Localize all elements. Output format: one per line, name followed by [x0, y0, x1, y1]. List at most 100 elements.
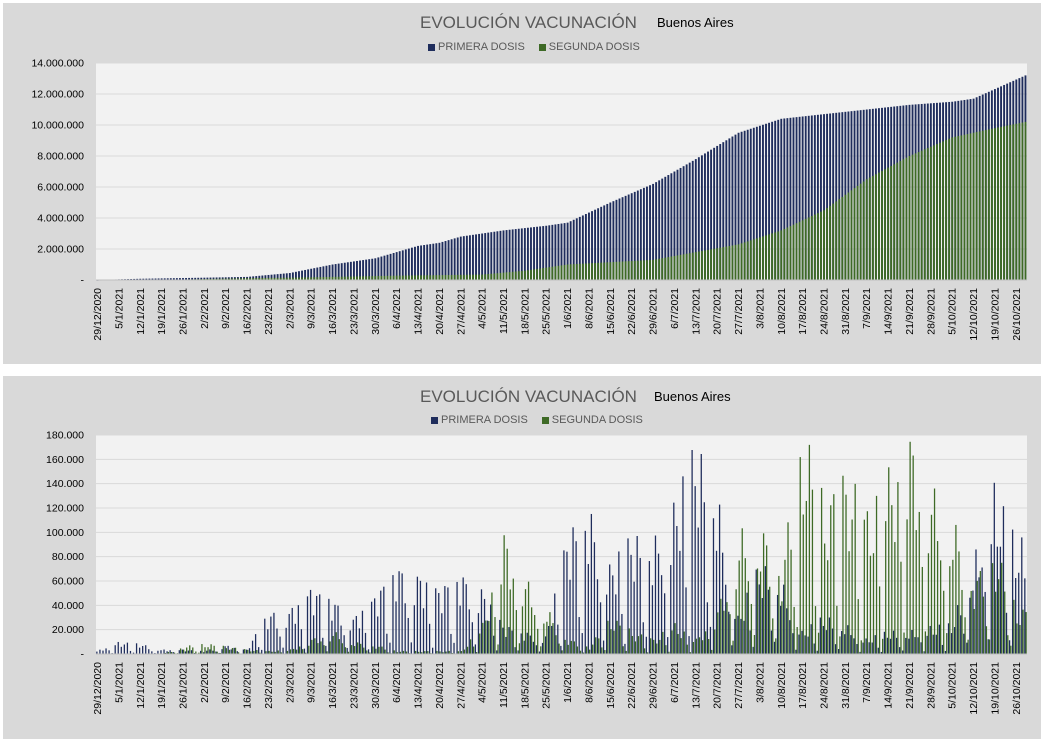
bar-segunda-dosis: [997, 127, 999, 280]
bar-segunda-dosis: [622, 646, 624, 654]
x-tick-label: 16/2/2021: [242, 662, 254, 709]
bar-segunda-dosis: [750, 603, 753, 654]
bar-primera-dosis: [383, 586, 385, 654]
bar-segunda-dosis: [423, 275, 426, 280]
bar-primera-dosis: [218, 277, 221, 280]
bar-segunda-dosis: [201, 644, 203, 654]
bar-segunda-dosis: [311, 639, 313, 654]
bar-primera-dosis: [392, 575, 394, 654]
bar-segunda-dosis: [436, 650, 438, 654]
bar-segunda-dosis: [496, 273, 499, 280]
bar-segunda-dosis: [598, 638, 600, 654]
x-tick-label: 9/2/2021: [220, 662, 232, 703]
bar-segunda-dosis: [976, 580, 978, 654]
x-tick-label: 21/9/2021: [904, 662, 916, 709]
bar-primera-dosis: [987, 639, 989, 654]
bar-segunda-dosis: [813, 214, 816, 280]
bar-primera-dosis: [691, 450, 693, 654]
bar-primera-dosis: [602, 640, 605, 654]
bar-primera-dosis: [584, 530, 586, 654]
bar-primera-dosis: [826, 113, 829, 280]
x-tick-label: 9/2/2021: [220, 288, 232, 329]
bar-segunda-dosis: [347, 651, 350, 654]
bar-segunda-dosis: [341, 643, 343, 654]
bar-primera-dosis: [536, 226, 539, 280]
x-tick-label: 20/7/2021: [712, 662, 724, 709]
cumulative-chart: - 2.000.000 4.000.000 6.000.000 8.000.000 10.…: [31, 58, 1027, 341]
bar-segunda-dosis: [369, 652, 371, 654]
bar-segunda-dosis: [820, 211, 822, 280]
bar-primera-dosis: [624, 195, 627, 280]
bar-segunda-dosis: [692, 641, 695, 654]
bar-segunda-dosis: [329, 641, 331, 654]
bar-primera-dosis: [673, 502, 675, 654]
bar-primera-dosis: [502, 627, 504, 654]
bar-primera-dosis: [200, 650, 202, 654]
bar-primera-dosis: [530, 227, 532, 280]
bar-primera-dosis: [749, 128, 752, 280]
bar-segunda-dosis: [210, 644, 212, 654]
bar-primera-dosis: [865, 638, 867, 654]
bar-segunda-dosis: [1013, 599, 1015, 654]
bar-segunda-dosis: [491, 592, 493, 654]
bar-primera-dosis: [325, 645, 327, 654]
bar-segunda-dosis: [700, 250, 703, 280]
bar-primera-dosis: [685, 164, 688, 280]
bar-segunda-dosis: [499, 272, 502, 280]
bar-segunda-dosis: [322, 277, 325, 280]
bar-primera-dosis: [191, 277, 194, 280]
bar-primera-dosis: [734, 618, 736, 654]
bar-primera-dosis: [352, 619, 354, 654]
bar-segunda-dosis: [960, 135, 963, 280]
bar-primera-dosis: [215, 277, 218, 280]
bar-primera-dosis: [298, 271, 300, 280]
bar-segunda-dosis: [399, 651, 401, 654]
bar-segunda-dosis: [349, 276, 352, 280]
bar-segunda-dosis: [811, 489, 814, 654]
bar-segunda-dosis: [610, 629, 612, 654]
bar-segunda-dosis: [212, 278, 215, 280]
bar-primera-dosis: [664, 176, 667, 280]
bar-primera-dosis: [715, 550, 718, 654]
bar-segunda-dosis: [356, 276, 358, 280]
bar-primera-dosis: [517, 228, 520, 280]
bar-segunda-dosis: [1003, 126, 1006, 281]
bar-primera-dosis: [1024, 578, 1026, 654]
bar-primera-dosis: [917, 637, 919, 654]
bar-primera-dosis: [566, 551, 568, 654]
bar-segunda-dosis: [716, 248, 719, 280]
bar-primera-dosis: [578, 617, 580, 654]
bar-primera-dosis: [853, 638, 855, 654]
bar-primera-dosis: [230, 649, 232, 654]
bar-segunda-dosis: [225, 648, 228, 654]
bar-segunda-dosis: [448, 650, 450, 654]
bar-segunda-dosis: [740, 243, 743, 280]
bar-primera-dosis: [548, 225, 551, 280]
bar-primera-dosis: [248, 648, 251, 654]
bar-segunda-dosis: [786, 227, 789, 280]
bar-segunda-dosis: [198, 652, 200, 654]
bar-segunda-dosis: [881, 170, 883, 280]
bar-segunda-dosis: [218, 278, 221, 280]
bar-segunda-dosis: [929, 146, 932, 280]
bar-primera-dosis: [740, 618, 742, 654]
bar-primera-dosis: [419, 580, 422, 654]
bar-primera-dosis: [691, 160, 694, 280]
bar-primera-dosis: [465, 584, 467, 654]
x-tick-label: 20/7/2021: [712, 288, 724, 335]
bar-primera-dosis: [749, 630, 751, 654]
bar-primera-dosis: [590, 513, 593, 654]
bar-segunda-dosis: [259, 652, 261, 654]
bar-primera-dosis: [456, 581, 458, 654]
bar-primera-dosis: [416, 576, 419, 654]
bar-primera-dosis: [450, 239, 453, 280]
bar-segunda-dosis: [722, 247, 725, 280]
bar-segunda-dosis: [558, 643, 560, 654]
bar-segunda-dosis: [292, 648, 295, 654]
bar-primera-dosis: [990, 544, 992, 654]
bar-primera-dosis: [932, 634, 934, 654]
bar-primera-dosis: [703, 502, 705, 654]
bar-primera-dosis: [877, 647, 879, 654]
bar-segunda-dosis: [612, 262, 615, 280]
x-tick-label: 8/6/2021: [583, 288, 595, 329]
